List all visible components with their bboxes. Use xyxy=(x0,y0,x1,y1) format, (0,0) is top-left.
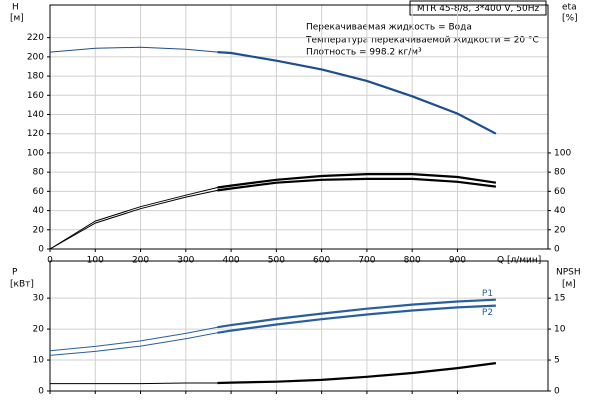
curve-thin xyxy=(49,326,218,352)
curve-thin xyxy=(49,46,218,53)
y2-axis-label: NPSH xyxy=(556,268,581,278)
y-tick-label: 40 xyxy=(33,206,45,216)
curve-operating xyxy=(217,362,497,385)
y-tick-label: 20 xyxy=(33,225,45,235)
y-tick-label: 140 xyxy=(27,110,44,120)
y-tick-label: 30 xyxy=(33,294,45,304)
curve-thin xyxy=(49,187,218,250)
y2-tick-label: 80 xyxy=(554,168,566,178)
curve-thin xyxy=(49,332,218,356)
annotation: Температура перекачиваемой жидкости = 20… xyxy=(305,36,539,46)
y-tick-label: 180 xyxy=(27,72,44,82)
y-tick-label: 200 xyxy=(27,52,44,62)
y-axis-label: [м] xyxy=(10,14,24,24)
y2-tick-label: 60 xyxy=(554,187,566,197)
plot-frame xyxy=(49,4,549,250)
curve-operating xyxy=(217,173,497,189)
y-tick-label: 0 xyxy=(38,387,44,397)
y2-axis-label: [м] xyxy=(562,280,576,290)
y2-tick-label: 20 xyxy=(554,225,566,235)
y2-tick-label: 10 xyxy=(554,325,566,335)
y2-tick-label: 15 xyxy=(554,294,565,304)
y-axis-label: [кВт] xyxy=(10,280,34,290)
y2-tick-label: 0 xyxy=(554,245,560,255)
curve-thin xyxy=(49,189,218,250)
y2-axis-label: eta xyxy=(562,3,577,13)
y-axis-label: H xyxy=(12,3,19,13)
y-tick-label: 20 xyxy=(33,325,45,335)
annotation: Плотность = 998.2 кг/м³ xyxy=(306,48,422,58)
y-tick-label: 10 xyxy=(33,356,45,366)
y2-tick-label: 5 xyxy=(554,356,560,366)
curve-operating xyxy=(217,51,497,135)
y-tick-label: 80 xyxy=(33,168,45,178)
curve-operating xyxy=(217,304,496,334)
y2-axis-label: [%] xyxy=(562,14,578,24)
curve-operating xyxy=(217,298,496,329)
y-tick-label: 160 xyxy=(27,91,44,101)
curve-thin xyxy=(50,382,218,385)
y2-tick-label: 0 xyxy=(554,387,560,397)
plot-frame xyxy=(49,260,549,392)
curve-operating xyxy=(217,177,497,192)
y-tick-label: 120 xyxy=(27,129,44,139)
series-label: P2 xyxy=(482,308,493,318)
y-tick-label: 220 xyxy=(27,33,44,43)
y2-tick-label: 40 xyxy=(554,206,566,216)
y-tick-label: 60 xyxy=(33,187,45,197)
chart-title: MTR 45-8/8, 3*400 V, 50Hz xyxy=(417,4,540,14)
y-tick-label: 100 xyxy=(27,148,44,158)
y-axis-label: P xyxy=(12,268,18,278)
y2-tick-label: 100 xyxy=(554,148,571,158)
y-tick-label: 0 xyxy=(38,245,44,255)
annotation: Перекачиваемая жидкость = Вода xyxy=(306,23,472,33)
series-label: P1 xyxy=(482,289,493,299)
